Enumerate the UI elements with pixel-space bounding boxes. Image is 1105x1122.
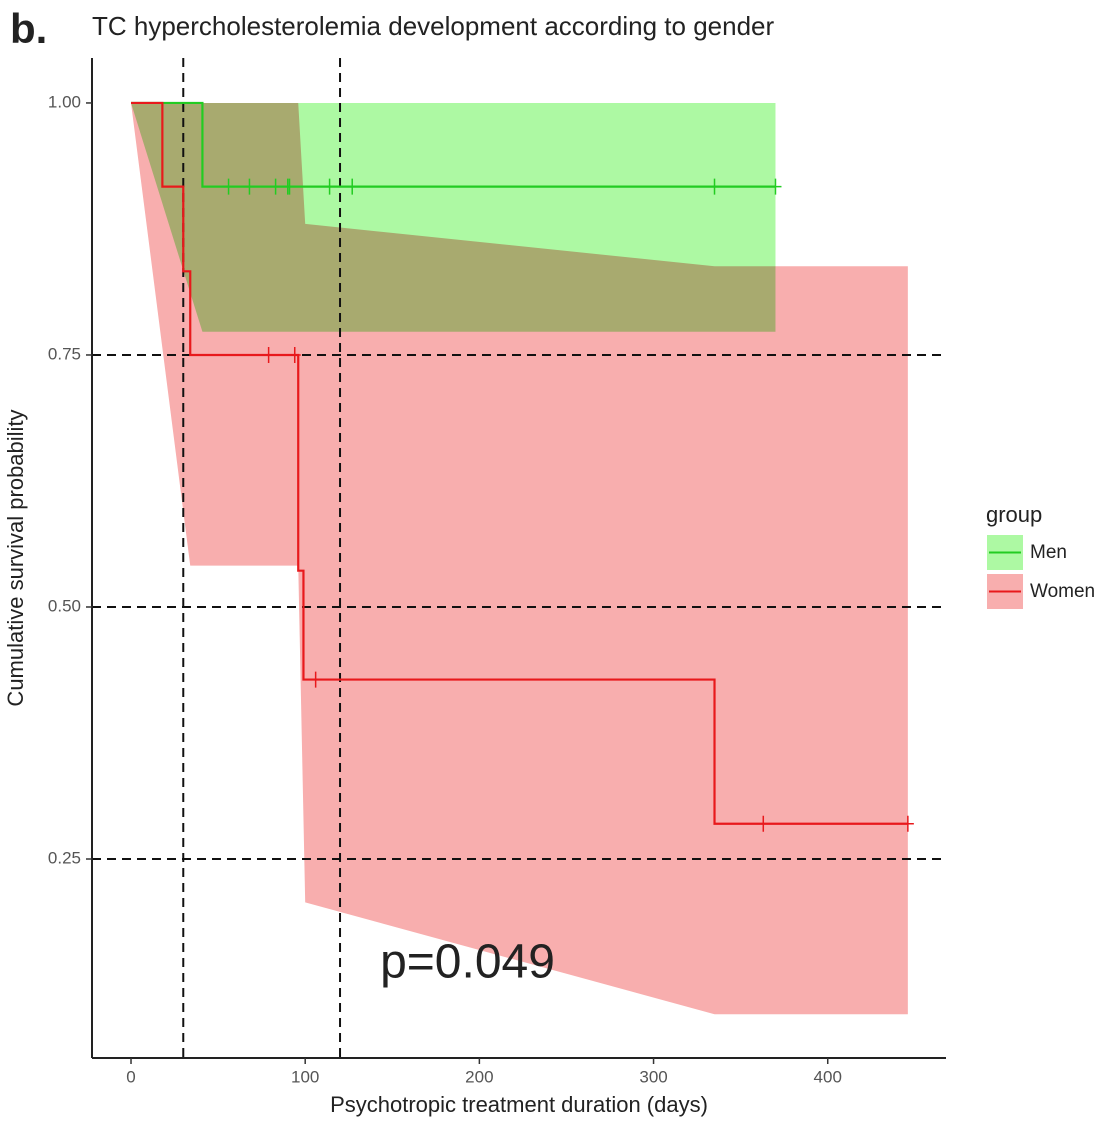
y-tick-label: 0.25 [48,848,81,867]
censor-mark [262,346,275,363]
panel-label: b. [10,5,47,52]
x-tick-label: 400 [814,1067,842,1086]
y-tick-label: 0.50 [48,596,81,615]
legend-label: Men [1030,542,1067,563]
censor-mark [757,815,770,832]
x-tick-label: 200 [465,1067,493,1086]
x-axis-label: Psychotropic treatment duration (days) [330,1092,708,1117]
x-tick-label: 100 [291,1067,319,1086]
censor-mark [222,178,235,195]
survival-line [131,101,908,825]
censor-mark [288,346,301,363]
y-axis-label: Cumulative survival probability [3,409,28,706]
censor-mark [346,178,359,195]
y-tick-label: 0.75 [48,344,81,363]
survival-lines [131,101,914,832]
censor-mark [283,178,296,195]
legend-label: Women [1030,581,1095,602]
censor-mark [901,815,914,832]
censor-mark [269,178,282,195]
survival-line [131,101,776,188]
censor-mark [243,178,256,195]
y-tick-label: 1.00 [48,92,81,111]
censor-mark [323,178,336,195]
bands [131,102,908,1015]
x-tick-label: 0 [126,1067,135,1086]
p-value: p=0.049 [380,936,555,989]
chart-title: TC hypercholesterolemia development acco… [92,11,774,41]
x-tick-label: 300 [639,1067,667,1086]
legend: Men Women [987,535,1095,609]
legend-title: group [986,502,1042,527]
censor-mark [309,671,322,688]
censor-mark [708,178,721,195]
axes: 0 100 200 300 400 0.25 0.50 0.75 1.00 [48,92,842,1086]
censor-mark [769,178,782,195]
